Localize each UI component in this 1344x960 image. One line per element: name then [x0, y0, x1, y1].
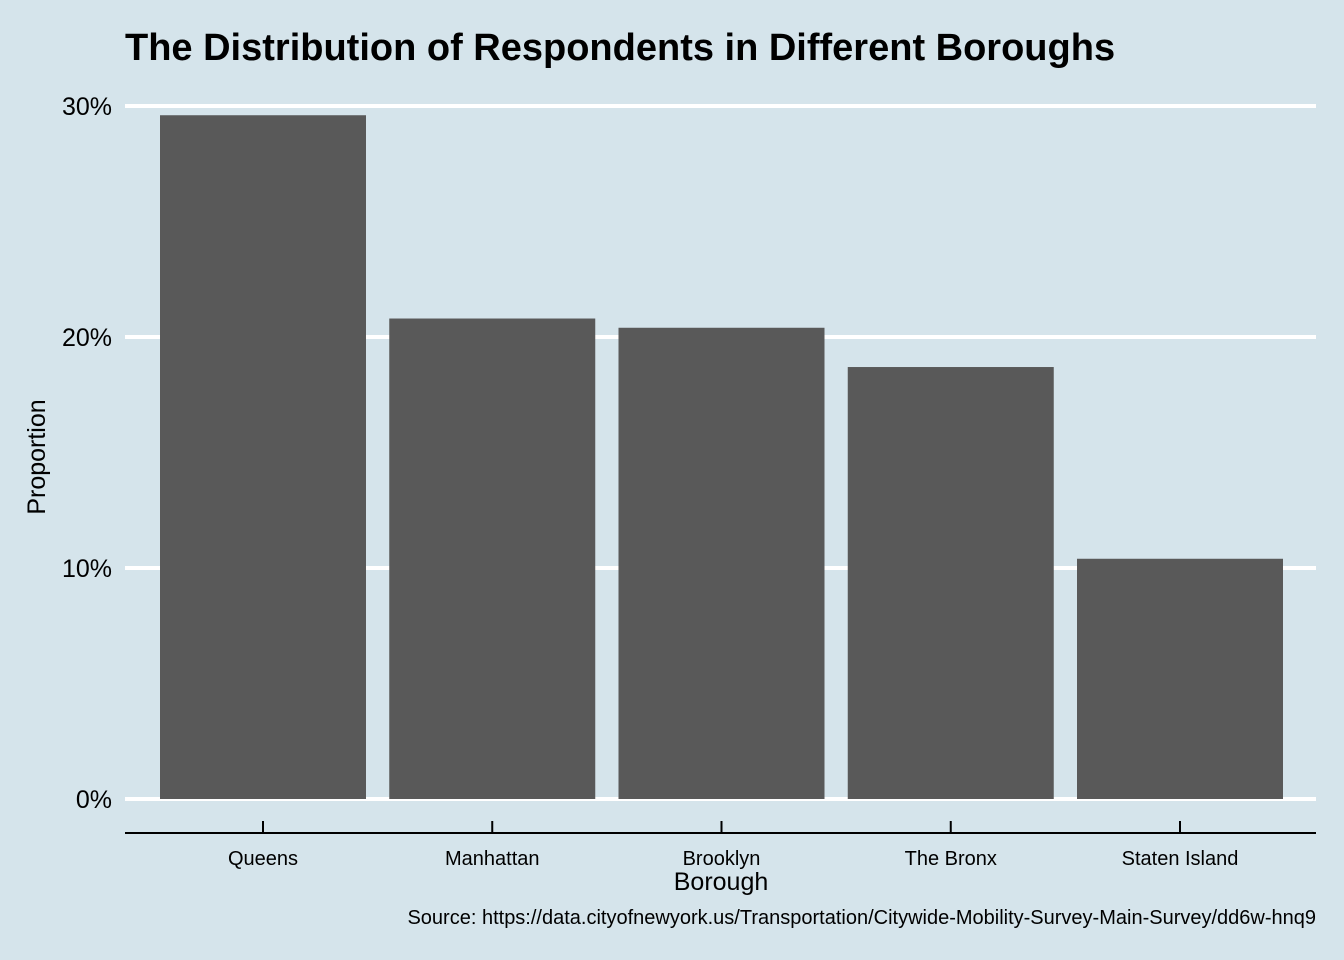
y-tick-label: 20%	[62, 324, 112, 352]
bar	[1077, 558, 1283, 799]
y-axis-label: Proportion	[23, 399, 51, 514]
bar	[389, 318, 596, 799]
chart-title: The Distribution of Respondents in Diffe…	[125, 27, 1115, 69]
x-axis-label: Borough	[674, 868, 769, 896]
bar	[160, 115, 366, 800]
x-tick-label: Manhattan	[445, 848, 540, 870]
x-tick-label: The Bronx	[905, 848, 997, 870]
x-tick-label: Queens	[228, 848, 298, 870]
y-tick-label: 30%	[62, 93, 112, 121]
x-axis: Queens Manhattan Brooklyn The Bronx Staten I…	[125, 821, 1316, 870]
y-tick-label: 0%	[76, 786, 112, 814]
y-axis: 0% 10% 20% 30%	[62, 93, 112, 814]
source-caption: Source: https://data.cityofnewyork.us/Tr…	[407, 907, 1316, 929]
bars	[160, 115, 1283, 800]
y-tick-label: 10%	[62, 555, 112, 583]
x-tick-label: Brooklyn	[683, 848, 761, 870]
bar	[847, 367, 1054, 799]
bar	[618, 327, 825, 799]
x-tick-label: Staten Island	[1122, 848, 1239, 870]
